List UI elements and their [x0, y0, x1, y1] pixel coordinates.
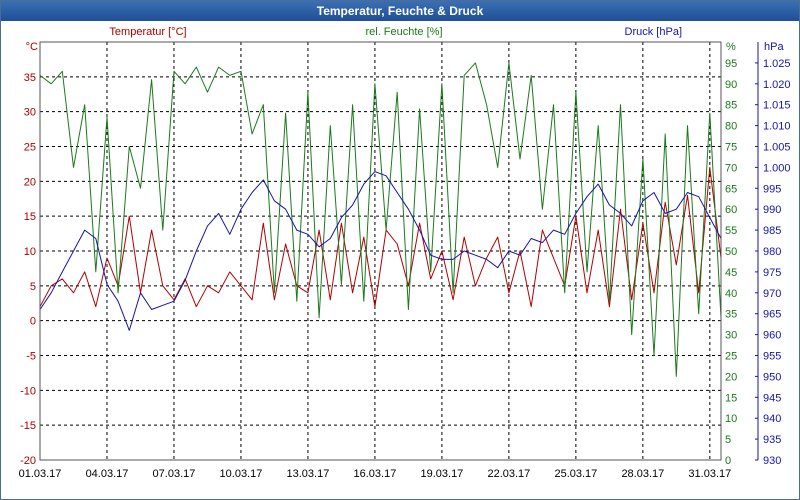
- y-tick-temperature: -10: [20, 385, 36, 397]
- y-tick-temperature: 25: [24, 142, 36, 154]
- y-tick-pressure: 960: [763, 330, 781, 342]
- y-tick-pressure: 990: [763, 204, 781, 216]
- y-tick-humidity: 90: [725, 79, 737, 91]
- plot-frame: [39, 41, 722, 461]
- series-line-temperature: [39, 166, 722, 308]
- series-lines: [39, 62, 722, 377]
- y-tick-humidity: 80: [725, 121, 737, 133]
- y-tick-pressure: 975: [763, 267, 781, 279]
- y-tick-temperature: 35: [24, 72, 36, 84]
- x-tick-label: 19.03.17: [420, 468, 463, 480]
- y-tick-humidity: 95: [725, 58, 737, 70]
- x-tick-label: 16.03.17: [354, 468, 397, 480]
- y-tick-humidity: 5: [725, 434, 731, 446]
- y-tick-pressure: 965: [763, 309, 781, 321]
- y-tick-temperature: -15: [20, 420, 36, 432]
- legend-humidity: rel. Feuchte [%]: [365, 26, 442, 38]
- x-tick-label: 22.03.17: [487, 468, 530, 480]
- y-tick-temperature: 10: [24, 246, 36, 258]
- x-tick-label: 10.03.17: [220, 468, 263, 480]
- y-tick-pressure: 935: [763, 434, 781, 446]
- y-tick-humidity: 70: [725, 162, 737, 174]
- y-tick-humidity: 15: [725, 392, 737, 404]
- y-tick-pressure: 985: [763, 225, 781, 237]
- window-title: Temperatur, Feuchte & Druck: [1, 1, 799, 21]
- x-tick-label: 04.03.17: [86, 468, 129, 480]
- y-tick-pressure: 950: [763, 371, 781, 383]
- unit-temperature: °C: [26, 41, 38, 53]
- unit-pressure: hPa: [764, 41, 784, 53]
- y-tick-humidity: 0: [725, 455, 731, 467]
- y-tick-temperature: -5: [26, 351, 36, 363]
- y-tick-temperature: 5: [30, 281, 36, 293]
- x-tick-label: 25.03.17: [554, 468, 597, 480]
- y-tick-temperature: 15: [24, 211, 36, 223]
- x-tick-label: 07.03.17: [153, 468, 196, 480]
- y-tick-humidity: 35: [725, 309, 737, 321]
- y-tick-humidity: 75: [725, 142, 737, 154]
- y-tick-humidity: 20: [725, 371, 737, 383]
- y-tick-humidity: 40: [725, 288, 737, 300]
- y-tick-temperature: -20: [20, 455, 36, 467]
- y-tick-humidity: 60: [725, 204, 737, 216]
- legend-pressure: Druck [hPa]: [625, 26, 682, 38]
- y-axis-temperature: -20 -15 -10 -5 0 5 10 15 20 25 30 35: [20, 72, 36, 467]
- y-tick-pressure: 1.025: [763, 58, 791, 70]
- y-tick-temperature: 30: [24, 107, 36, 119]
- y-tick-pressure: 955: [763, 351, 781, 363]
- y-tick-temperature: 0: [30, 316, 36, 328]
- y-tick-pressure: 930: [763, 455, 781, 467]
- y-tick-temperature: 20: [24, 176, 36, 188]
- x-tick-label: 28.03.17: [621, 468, 664, 480]
- x-axis: 01.03.17 04.03.17 07.03.17 10.03.17 13.03.17…: [19, 468, 732, 480]
- y-tick-humidity: 50: [725, 246, 737, 258]
- y-tick-pressure: 945: [763, 392, 781, 404]
- y-tick-humidity: 25: [725, 351, 737, 363]
- y-tick-pressure: 1.005: [763, 142, 791, 154]
- y-tick-humidity: 85: [725, 100, 737, 112]
- x-tick-label: 31.03.17: [688, 468, 731, 480]
- y-axis-pressure: 930 935 940 945 950 955 960 965 970 975 980 985 990 9…: [755, 42, 791, 467]
- series-line-pressure: [39, 171, 722, 331]
- y-tick-pressure: 995: [763, 183, 781, 195]
- unit-humidity: %: [726, 41, 736, 53]
- y-tick-pressure: 1.010: [763, 121, 791, 133]
- y-tick-pressure: 970: [763, 288, 781, 300]
- y-tick-pressure: 1.015: [763, 100, 791, 112]
- grid: [40, 42, 721, 461]
- x-tick-label: 01.03.17: [19, 468, 62, 480]
- legend-temperature: Temperatur [°C]: [109, 26, 186, 38]
- y-tick-pressure: 1.000: [763, 162, 791, 174]
- y-tick-pressure: 980: [763, 246, 781, 258]
- y-tick-humidity: 30: [725, 330, 737, 342]
- y-tick-pressure: 940: [763, 413, 781, 425]
- y-tick-humidity: 65: [725, 183, 737, 195]
- y-tick-humidity: 55: [725, 225, 737, 237]
- y-tick-humidity: 10: [725, 413, 737, 425]
- y-tick-humidity: 45: [725, 267, 737, 279]
- y-axis-humidity: 0 5 10 15 20 25 30 35 40 45 50 55 60 65 70 75 80 85 90 95: [725, 58, 737, 467]
- x-tick-label: 13.03.17: [287, 468, 330, 480]
- y-tick-pressure: 1.020: [763, 79, 791, 91]
- series-line-humidity: [39, 62, 722, 377]
